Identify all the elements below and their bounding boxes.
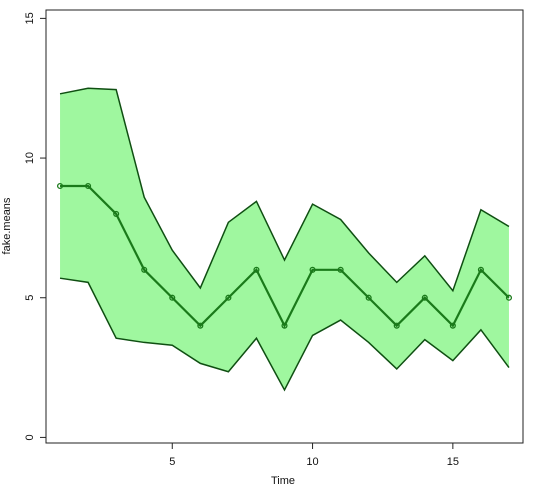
mean-point bbox=[56, 182, 64, 190]
mean-point bbox=[253, 266, 260, 273]
mean-point bbox=[113, 210, 120, 217]
mean-point bbox=[477, 266, 484, 273]
x-axis-title: Time bbox=[271, 475, 295, 487]
mean-point bbox=[85, 182, 92, 190]
confidence-band-layer bbox=[59, 87, 510, 392]
y-tick-label: 5 bbox=[24, 295, 36, 301]
mean-point bbox=[281, 322, 288, 329]
y-tick-label: 0 bbox=[24, 434, 36, 440]
mean-point bbox=[393, 322, 400, 329]
mean-point bbox=[169, 294, 176, 301]
mean-point bbox=[225, 294, 232, 301]
mean-point bbox=[309, 266, 316, 273]
mean-line bbox=[60, 184, 510, 329]
x-tick-label: 10 bbox=[306, 456, 318, 468]
upper-band-line bbox=[59, 87, 510, 293]
y-axis-title: fake.means bbox=[1, 197, 13, 254]
x-tick-label: 15 bbox=[447, 456, 459, 468]
mean-point bbox=[421, 294, 428, 301]
y-tick-label: 10 bbox=[24, 152, 36, 164]
mean-point bbox=[141, 266, 148, 273]
x-axis: 5 10 15 bbox=[169, 442, 459, 468]
mean-point bbox=[449, 322, 456, 329]
mean-point bbox=[197, 322, 204, 329]
mean-point bbox=[337, 266, 344, 273]
y-tick-label: 15 bbox=[24, 12, 36, 24]
confidence-band bbox=[60, 88, 509, 390]
mean-line-layer bbox=[60, 184, 510, 329]
y-axis: 0 5 10 15 bbox=[24, 12, 47, 440]
mean-point bbox=[505, 294, 513, 301]
mean-points-layer bbox=[56, 182, 513, 329]
lower-band-line bbox=[59, 277, 510, 392]
mean-point bbox=[365, 294, 372, 301]
x-tick-label: 5 bbox=[169, 456, 175, 468]
